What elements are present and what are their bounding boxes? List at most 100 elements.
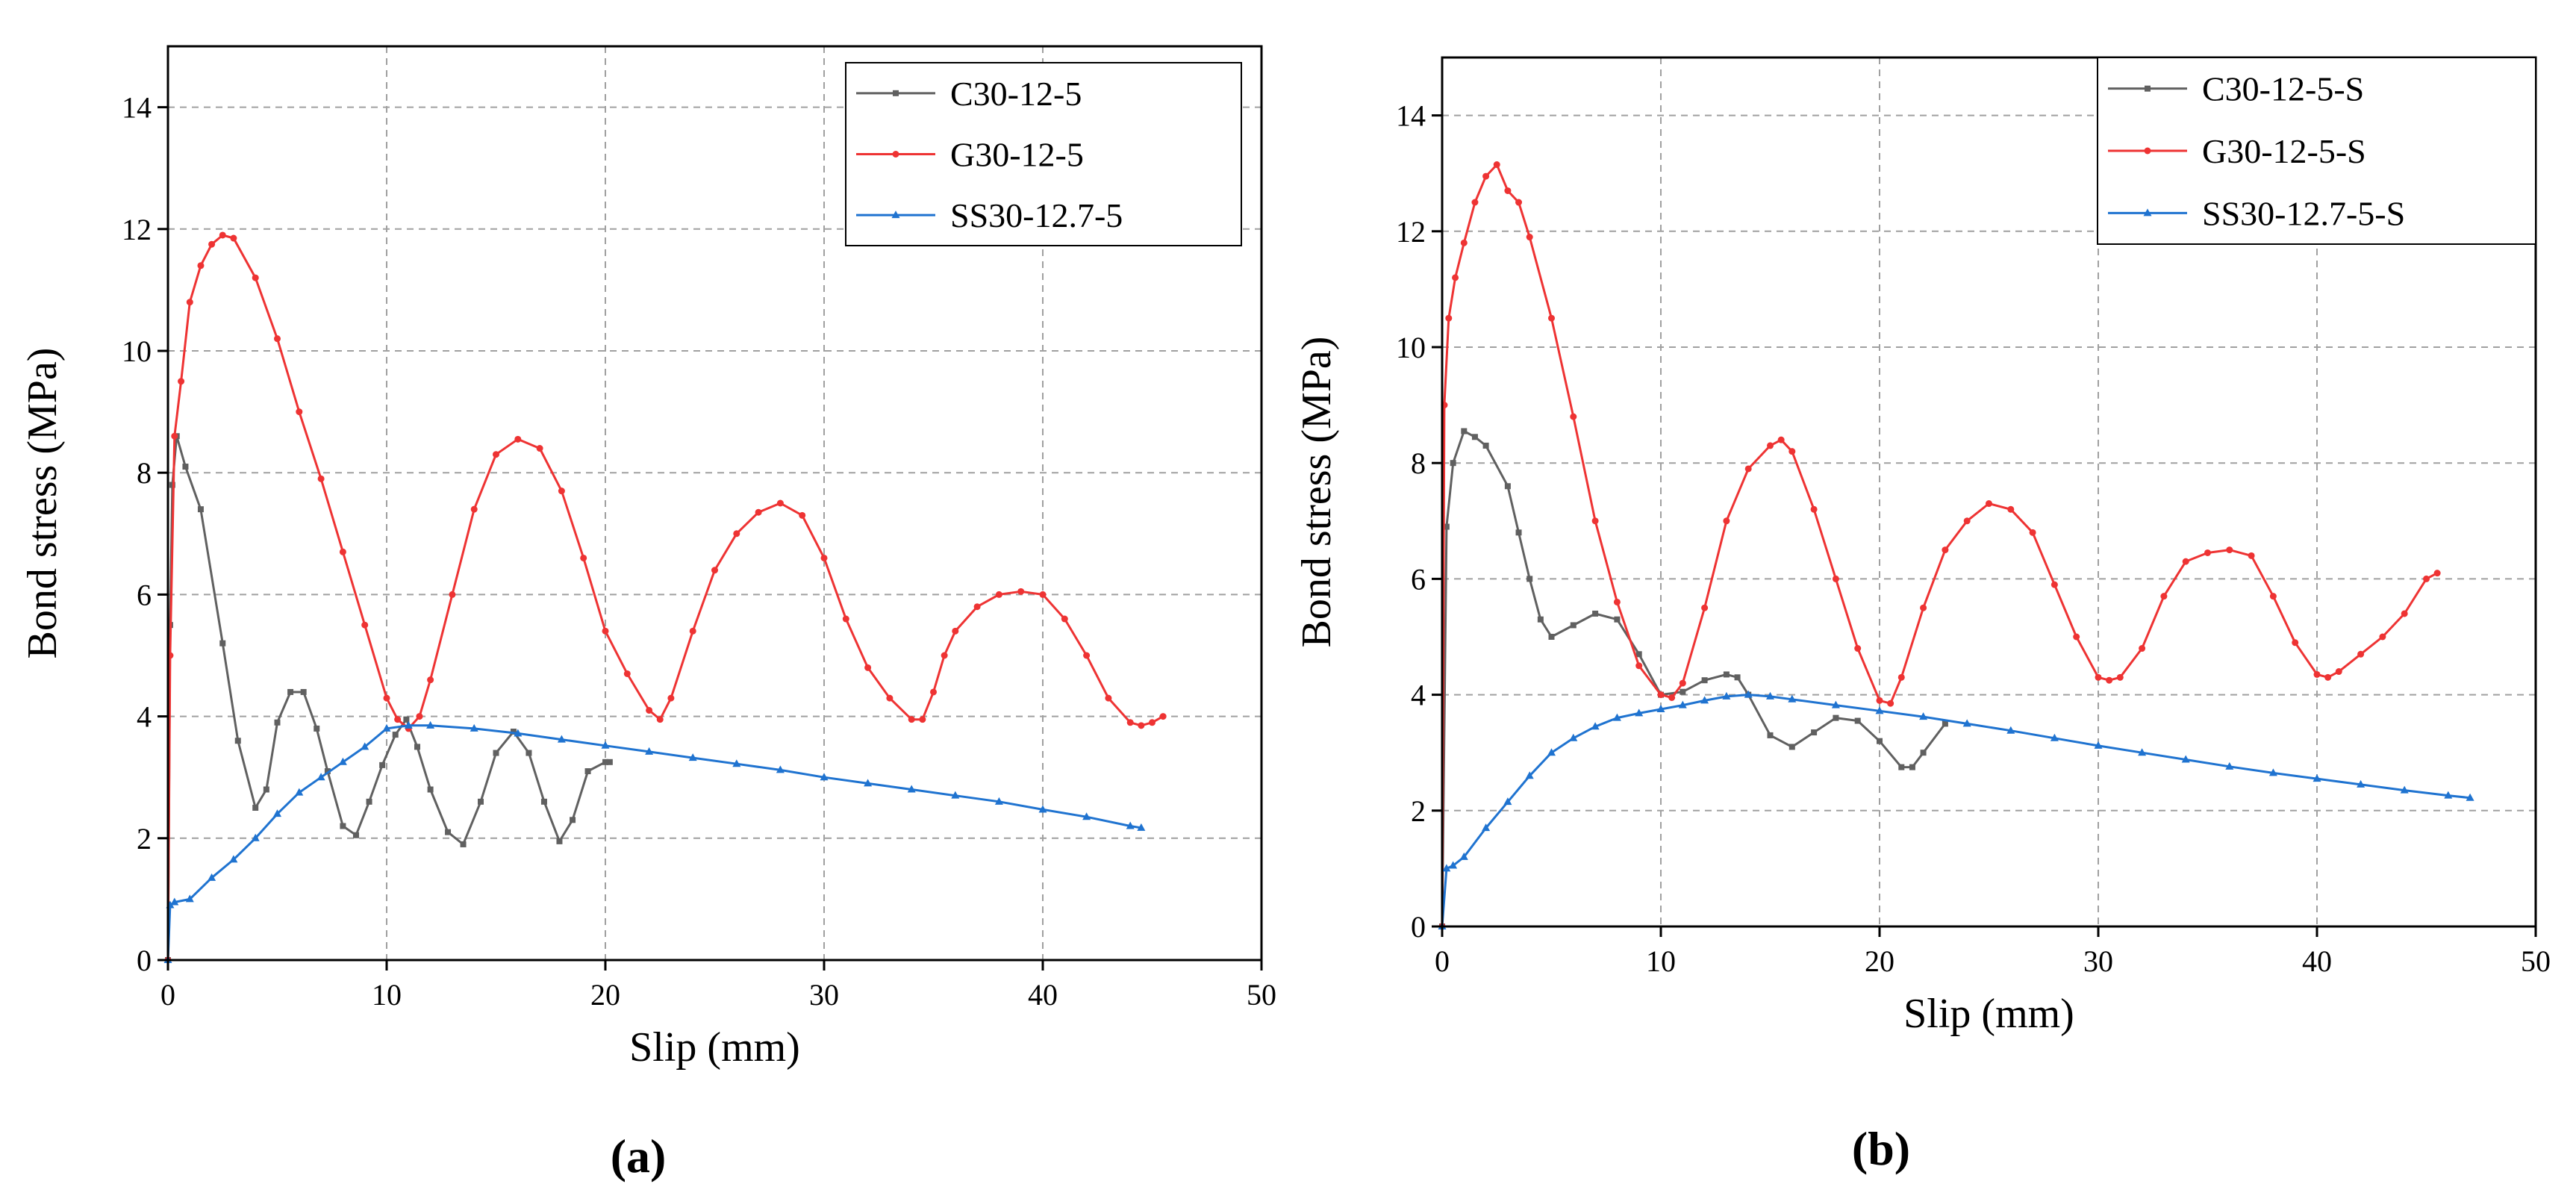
data-point: [1635, 708, 1644, 717]
data-point: [1159, 713, 1167, 720]
x-tick-label: 20: [590, 978, 620, 1012]
data-point: [182, 464, 189, 470]
x-tick-label: 50: [1247, 978, 1276, 1012]
data-point: [392, 732, 399, 738]
data-point: [1591, 517, 1599, 525]
data-point: [1744, 465, 1752, 473]
legend-swatch-marker: [2143, 208, 2152, 216]
data-point: [219, 640, 226, 647]
data-point: [208, 240, 216, 248]
data-point: [2182, 558, 2189, 565]
x-tick-label: 50: [2521, 944, 2551, 978]
data-point: [229, 855, 238, 863]
y-tick-label: 14: [122, 91, 152, 125]
x-axis-title-b: Slip (mm): [1903, 991, 2074, 1037]
legend-a: C30-12-5 G30-12-5 SS30-12.7-5: [845, 62, 1242, 246]
data-point: [2335, 668, 2342, 676]
data-point: [1942, 546, 1949, 554]
data-point: [1017, 588, 1025, 595]
data-point: [1788, 694, 1797, 703]
data-point: [2313, 774, 2321, 782]
data-point: [689, 627, 696, 635]
data-point: [556, 838, 563, 844]
legend-label: SS30-12.7-5: [950, 196, 1123, 234]
data-point: [1461, 428, 1468, 434]
data-point: [1504, 187, 1512, 194]
data-point: [2181, 755, 2190, 763]
y-tick-label: 2: [1411, 794, 1426, 828]
data-point: [263, 786, 269, 793]
data-point: [366, 798, 372, 805]
data-point: [864, 779, 873, 787]
data-point: [2269, 593, 2277, 600]
data-point: [477, 798, 484, 805]
y-tick-label: 6: [137, 578, 152, 611]
data-point: [1039, 591, 1047, 598]
data-point: [361, 621, 369, 629]
data-point: [1526, 576, 1533, 582]
data-point: [252, 805, 259, 811]
y-tick-label: 8: [1411, 446, 1426, 480]
data-point: [1482, 823, 1491, 832]
data-point: [208, 873, 216, 881]
data-point: [2225, 761, 2234, 770]
data-point: [219, 231, 226, 239]
data-point: [995, 591, 1002, 598]
data-point: [1504, 483, 1511, 490]
data-point: [427, 786, 434, 793]
data-point: [951, 791, 960, 799]
data-point: [1701, 604, 1709, 611]
data-point: [536, 445, 543, 452]
data-point: [1656, 705, 1665, 712]
x-tick-label: 10: [372, 978, 402, 1012]
x-tick-label: 10: [1646, 944, 1676, 978]
data-point: [273, 809, 281, 817]
y-tick-label: 10: [1396, 331, 1426, 364]
data-point: [656, 716, 664, 723]
data-point: [584, 768, 591, 775]
x-tick-label: 0: [160, 978, 175, 1012]
data-point: [908, 716, 915, 723]
data-point: [580, 554, 587, 561]
legend-label: G30-12-5: [950, 136, 1084, 174]
panel-label-a: (a): [611, 1130, 667, 1183]
data-point: [445, 829, 452, 835]
data-point: [570, 817, 576, 823]
data-point: [1854, 645, 1862, 652]
data-point: [2324, 673, 2332, 681]
data-point: [1700, 696, 1709, 704]
data-point: [1788, 744, 1795, 750]
legend-b: C30-12-5-S G30-12-5-S SS30-12.7-5-S: [2097, 57, 2536, 245]
data-point: [557, 735, 566, 743]
x-axis-title-a: Slip (mm): [629, 1024, 800, 1071]
data-point: [1831, 700, 1840, 708]
data-point: [1723, 517, 1730, 525]
data-point: [339, 548, 346, 555]
data-point: [178, 378, 185, 385]
data-point: [2423, 575, 2430, 582]
data-point: [352, 832, 359, 838]
data-point: [2007, 505, 2015, 513]
y-tick-label: 14: [1396, 99, 1426, 133]
data-point: [1668, 694, 1676, 701]
y-tick-label: 4: [137, 700, 152, 734]
data-point: [1548, 314, 1555, 322]
data-point: [514, 729, 523, 737]
plot-frame-b: [1441, 56, 2537, 928]
data-point: [1701, 677, 1708, 684]
data-point: [2050, 581, 2058, 588]
data-point: [1635, 651, 1642, 658]
data-point: [1832, 575, 1839, 582]
data-point: [2433, 570, 2441, 577]
data-point: [952, 627, 959, 635]
data-point: [1919, 712, 1928, 720]
data-point: [510, 729, 517, 735]
data-point: [426, 720, 435, 729]
data-point: [1734, 674, 1741, 681]
data-point: [2116, 673, 2124, 681]
data-point: [973, 603, 981, 611]
data-point: [1680, 688, 1686, 695]
data-point: [820, 554, 828, 561]
data-point: [1515, 199, 1523, 206]
y-tick-label: 12: [1396, 215, 1426, 249]
